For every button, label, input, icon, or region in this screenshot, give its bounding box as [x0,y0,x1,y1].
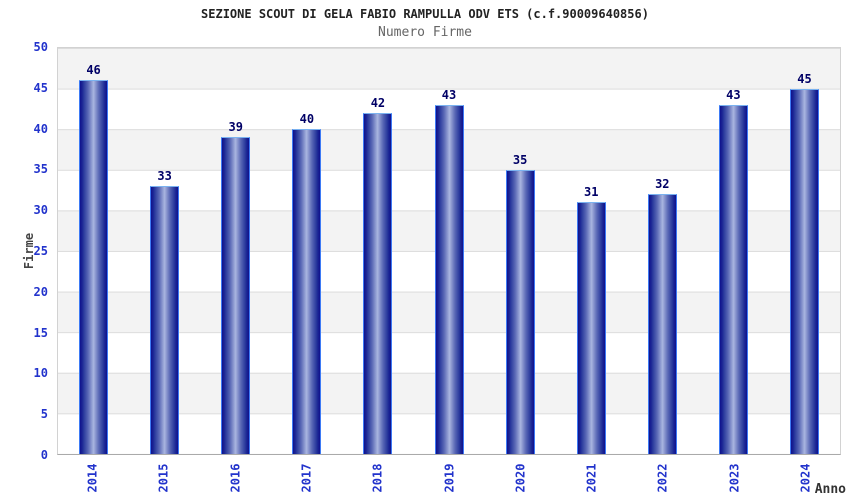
y-tick-label: 10 [33,366,48,381]
y-tick-label: 5 [40,407,48,422]
x-tick-slot: 2021 [556,458,627,498]
x-tick-slot: 2023 [698,458,769,498]
bar [576,202,606,454]
y-tick-label: 25 [33,244,48,258]
bar-value-label: 40 [299,112,315,127]
bar-slot: 43 [698,48,769,454]
x-tick-label: 2021 [584,463,599,493]
bar [647,194,677,454]
bar-value-label: 35 [512,152,528,167]
bar-slot: 42 [342,48,413,454]
bar-slot: 43 [413,48,484,454]
bar-slot: 32 [627,48,698,454]
x-tick-slot: 2015 [128,458,199,498]
x-tick-label: 2018 [370,463,385,493]
bar [79,80,109,454]
bar-value-label: 46 [86,63,101,78]
y-axis-ticks: 0 5 10 15 20 25 30 35 40 45 50 [0,40,54,462]
x-tick-slot: 2016 [200,458,271,498]
y-tick-label: 45 [33,80,48,95]
bar-value-label: 31 [583,185,599,200]
y-tick-label: 50 [33,40,48,54]
bar [789,88,819,454]
y-tick-label: 30 [33,203,48,218]
bar-slot: 39 [200,48,271,454]
bar-value-label: 42 [370,95,386,110]
x-tick-slot: 2019 [413,458,484,498]
x-tick-slot: 2018 [342,458,413,498]
x-axis-title: Anno [814,482,846,497]
bar [221,137,251,454]
bar [505,169,535,454]
bar-value-label: 43 [726,87,741,102]
bar [718,104,748,454]
x-tick-label: 2022 [655,463,670,493]
y-tick-label: 15 [33,325,48,340]
x-tick-label: 2015 [156,463,171,493]
x-tick-slot: 2017 [271,458,342,498]
bar-slot: 33 [129,48,200,454]
bar [292,129,322,454]
x-tick-label: 2020 [513,463,528,493]
x-tick-label: 2019 [441,463,456,493]
chart-subtitle: Numero Firme [378,25,472,40]
y-tick-label: 20 [33,284,48,299]
bar-value-label: 39 [228,120,243,135]
x-tick-slot: 2014 [57,458,128,498]
x-tick-slot: 2022 [627,458,698,498]
y-tick-label: 40 [33,121,48,136]
bar-value-label: 32 [655,177,670,192]
x-tick-label: 2024 [798,463,813,493]
plot-area: 46 33 39 40 42 43 35 31 32 43 45 [57,47,841,455]
bar [434,104,464,454]
x-tick-label: 2016 [228,463,243,493]
chart-title: SEZIONE SCOUT DI GELA FABIO RAMPULLA ODV… [201,7,649,21]
x-tick-label: 2017 [299,463,314,493]
bar [363,112,393,454]
bar-value-label: 45 [797,71,812,86]
bar-slot: 40 [271,48,342,454]
bars-layer: 46 33 39 40 42 43 35 31 32 43 45 [58,48,840,454]
y-tick-label: 35 [33,162,48,177]
x-tick-slot: 2020 [485,458,556,498]
bar-value-label: 43 [441,87,457,102]
bar-slot: 45 [769,48,840,454]
bar-value-label: 33 [157,169,172,184]
x-axis-labels: 2014 2015 2016 2017 2018 2019 2020 2021 2022 2023… [57,458,841,498]
x-tick-label: 2023 [727,463,742,493]
x-tick-label: 2014 [85,463,100,493]
bar-slot: 46 [58,48,129,454]
bar-slot: 31 [556,48,627,454]
y-tick-label: 0 [40,448,48,462]
bar-slot: 35 [485,48,556,454]
bar [150,186,180,454]
